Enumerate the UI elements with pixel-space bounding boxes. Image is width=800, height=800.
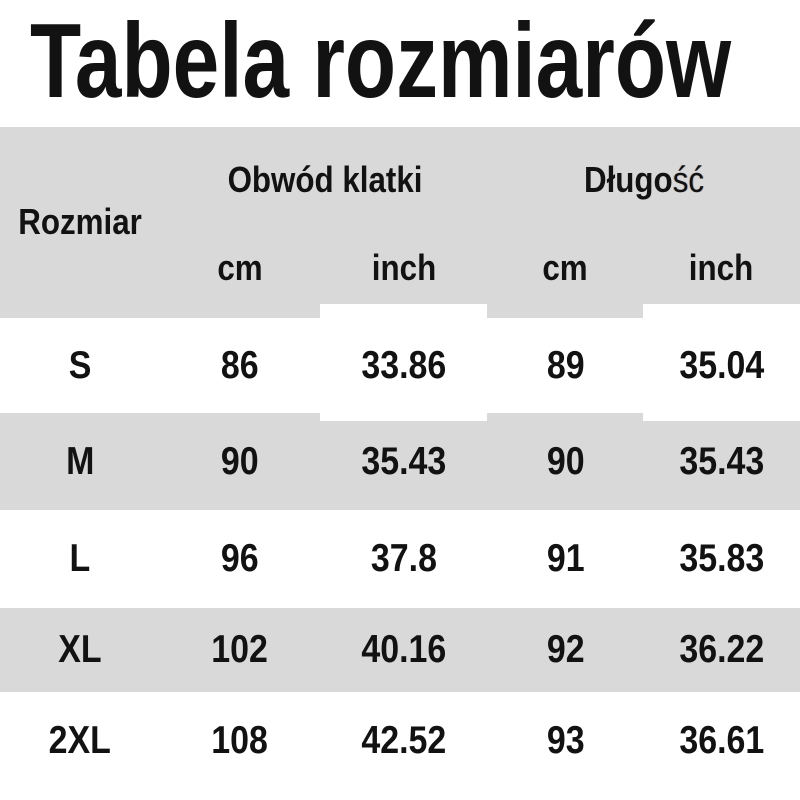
length-inch-cell: 35.43 xyxy=(643,413,800,510)
length-cm-cell: 89 xyxy=(488,318,643,413)
length-inch-cell: 35.83 xyxy=(643,510,800,608)
row-band-xl xyxy=(0,608,800,692)
chest-cm-value: 90 xyxy=(221,439,259,483)
chest-cm-value: 108 xyxy=(211,719,269,762)
size-value: S xyxy=(68,343,92,387)
group-header-length-label: Długość xyxy=(584,159,704,201)
length-inch-value: 36.22 xyxy=(679,628,764,671)
length-cm-value: 89 xyxy=(546,343,585,387)
row-band-2xl xyxy=(0,692,800,800)
unit-label: inch xyxy=(689,247,754,288)
chest-cm-cell: 86 xyxy=(160,318,320,413)
table-row: S 86 33.86 89 35.04 xyxy=(0,318,800,413)
size-value: L xyxy=(69,537,91,580)
length-inch-value: 35.43 xyxy=(679,439,764,483)
size-cell: S xyxy=(0,318,160,413)
length-cm-cell: 90 xyxy=(488,413,643,510)
unit-label: cm xyxy=(542,247,589,288)
column-header-rozmiar: Rozmiar xyxy=(0,200,160,244)
chest-inch-cell: 33.86 xyxy=(320,318,488,413)
row-band-m xyxy=(0,413,800,510)
table-row: L 96 37.8 91 35.83 xyxy=(0,510,800,608)
length-cm-value: 92 xyxy=(546,628,585,671)
length-cm-value: 93 xyxy=(546,719,585,762)
length-cm-cell: 92 xyxy=(488,608,643,692)
size-cell: 2XL xyxy=(0,692,160,790)
length-inch-cell: 36.61 xyxy=(643,692,800,790)
column-header-rozmiar-label: Rozmiar xyxy=(18,201,142,242)
unit-header-chest-cm: cm xyxy=(160,246,320,290)
chest-inch-value: 33.86 xyxy=(361,343,447,387)
chest-cm-value: 96 xyxy=(221,537,259,580)
length-cm-value: 91 xyxy=(546,537,585,580)
size-cell: XL xyxy=(0,608,160,692)
group-header-length: Długość xyxy=(488,158,800,202)
chest-inch-cell: 40.16 xyxy=(320,608,488,692)
unit-header-length-cm: cm xyxy=(488,246,643,290)
size-cell: L xyxy=(0,510,160,608)
chest-cm-cell: 102 xyxy=(160,608,320,692)
chest-cm-cell: 96 xyxy=(160,510,320,608)
chest-inch-value: 37.8 xyxy=(370,537,438,580)
chest-inch-value: 42.52 xyxy=(361,719,447,762)
group-header-length-main: Długo xyxy=(583,159,673,200)
page-title: Tabela rozmiarów xyxy=(30,2,732,120)
size-cell: M xyxy=(0,413,160,510)
chest-inch-value: 40.16 xyxy=(361,628,447,671)
chest-cm-cell: 108 xyxy=(160,692,320,790)
group-header-chest-label: Obwód klatki xyxy=(227,159,423,200)
cell-offset-notch xyxy=(320,304,487,318)
length-cm-value: 90 xyxy=(546,439,585,483)
length-inch-value: 35.83 xyxy=(679,537,764,580)
table-row: M 90 35.43 90 35.43 xyxy=(0,413,800,510)
table-row: 2XL 108 42.52 93 36.61 xyxy=(0,692,800,790)
units-spacer xyxy=(0,246,160,290)
chest-inch-cell: 37.8 xyxy=(320,510,488,608)
length-cm-cell: 91 xyxy=(488,510,643,608)
cell-offset-notch xyxy=(643,304,800,318)
row-band-l xyxy=(0,510,800,608)
cell-offset-notch xyxy=(320,413,487,421)
cell-offset-notch xyxy=(643,413,800,421)
header-band xyxy=(0,127,800,318)
row-band-s xyxy=(0,318,800,413)
unit-label: cm xyxy=(217,247,263,288)
chest-inch-cell: 42.52 xyxy=(320,692,488,790)
length-inch-value: 36.61 xyxy=(679,719,764,762)
chest-inch-value: 35.43 xyxy=(361,439,447,483)
chest-cm-value: 86 xyxy=(221,343,259,387)
table-row: XL 102 40.16 92 36.22 xyxy=(0,608,800,692)
chest-cm-cell: 90 xyxy=(160,413,320,510)
size-value: M xyxy=(65,439,95,483)
size-value: 2XL xyxy=(48,719,112,762)
size-value: XL xyxy=(58,628,102,671)
unit-header-length-inch: inch xyxy=(643,246,800,290)
units-row: cm inch cm inch xyxy=(0,246,800,290)
group-header-length-tail: ść xyxy=(672,159,705,200)
chest-inch-cell: 35.43 xyxy=(320,413,488,510)
length-inch-cell: 35.04 xyxy=(643,318,800,413)
chest-cm-value: 102 xyxy=(211,628,269,671)
length-cm-cell: 93 xyxy=(488,692,643,790)
unit-header-chest-inch: inch xyxy=(320,246,488,290)
length-inch-cell: 36.22 xyxy=(643,608,800,692)
unit-label: inch xyxy=(371,247,437,288)
length-inch-value: 35.04 xyxy=(679,343,764,387)
group-header-chest: Obwód klatki xyxy=(160,158,490,202)
